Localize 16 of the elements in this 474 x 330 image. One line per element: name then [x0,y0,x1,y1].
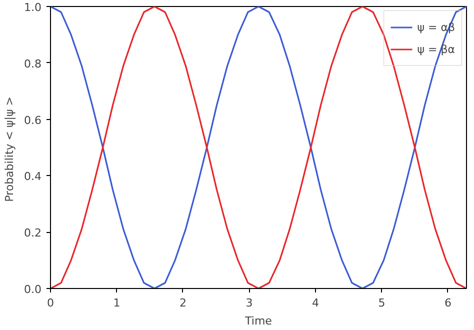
y-tick-label: 0.6 [24,114,42,127]
x-axis-title: Time [244,314,272,328]
y-tick-label: 0.4 [24,170,42,184]
x-tick-label: 5 [378,296,386,310]
y-axis-title: Probability < ψ|ψ > [3,96,16,202]
y-tick-label: 0.2 [24,226,42,240]
x-tick-label: 6 [444,296,452,310]
y-tick-label: 1.0 [24,1,42,14]
y-tick-label: 0.8 [24,57,42,70]
x-tick-label: 1 [113,296,120,310]
x-tick-label: 4 [312,296,319,310]
y-tick-label: 0.0 [24,283,42,296]
x-tick-label: 3 [246,296,253,310]
x-tick-label: 2 [179,296,186,310]
x-tick-label: 0 [47,296,54,310]
legend-label: ψ = βα [417,42,455,56]
